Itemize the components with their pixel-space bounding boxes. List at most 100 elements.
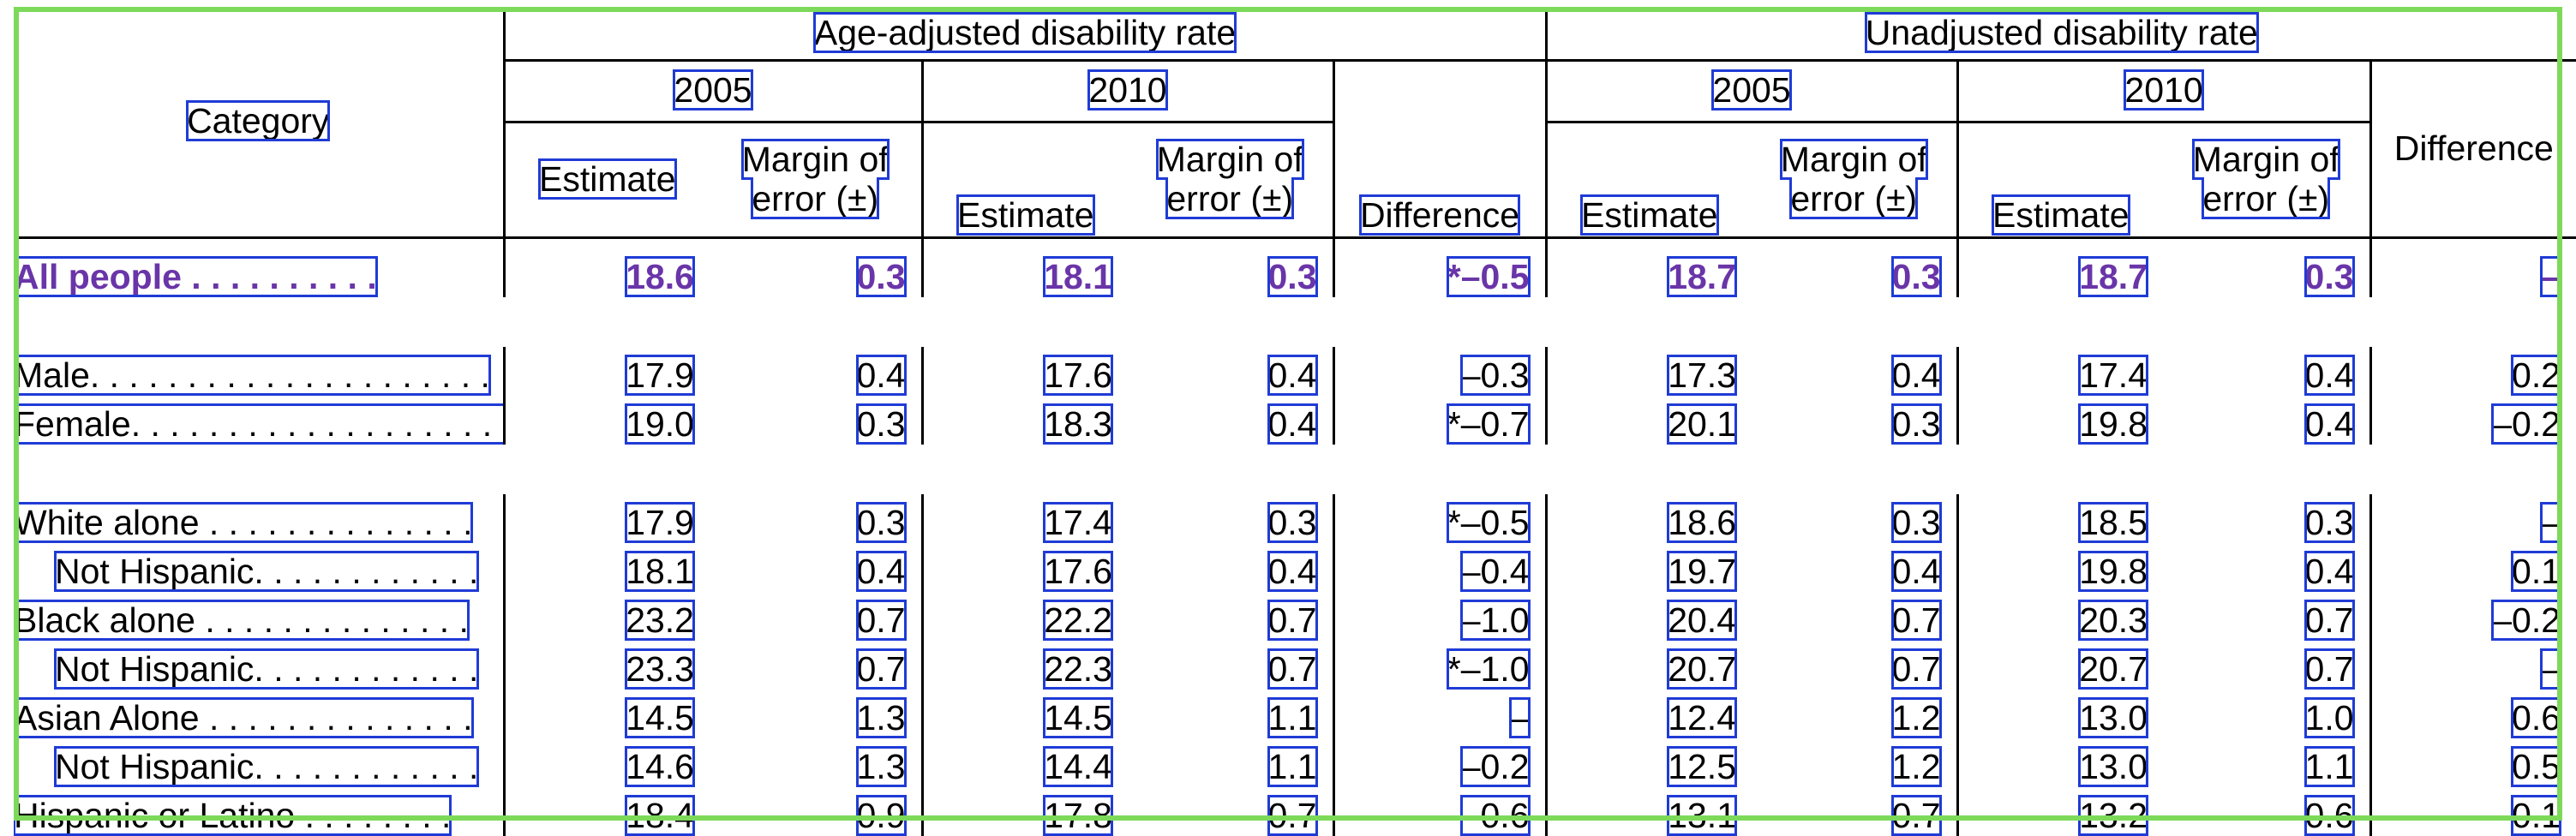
cell-value: 20.3 — [1956, 592, 2164, 641]
cell-value: 19.8 — [1956, 543, 2164, 592]
cell-value: 18.7 — [1956, 236, 2164, 297]
cell-value: 1.1 — [2303, 745, 2355, 787]
row-label: Not Hispanic. . . . . . . . . . . . — [53, 648, 480, 690]
cell-value: 17.6 — [920, 543, 1128, 592]
cell-value: 0.4 — [1267, 550, 1318, 592]
row-label: Not Hispanic. . . . . . . . . . . . — [53, 745, 480, 787]
estimate-header: Estimate — [1956, 122, 2164, 239]
cell-value: 23.2 — [502, 592, 710, 641]
cell-value: 23.3 — [502, 641, 710, 690]
cell-value: – — [2369, 494, 2576, 543]
cell-value: 0.4 — [1890, 354, 1942, 396]
cell-value: 0.7 — [1267, 648, 1318, 690]
row-label: Female. . . . . . . . . . . . . . . . . … — [14, 396, 504, 445]
cell-value: 12.4 — [1544, 690, 1752, 738]
cell-value: 17.9 — [502, 494, 710, 543]
cell-value: 13.2 — [1956, 787, 2164, 836]
cell-value: 19.7 — [1544, 543, 1752, 592]
cell-value: –0.4 — [1332, 543, 1547, 592]
cell-value: 14.5 — [920, 690, 1128, 738]
cell-value: 0.4 — [2303, 403, 2355, 445]
cell-value: –0.2 — [2369, 592, 2576, 641]
table-row: White alone . . . . . . . . . . . . . . 1… — [14, 494, 2576, 543]
table-row: Not Hispanic. . . . . . . . . . . . 18.1 0… — [14, 543, 2576, 592]
cell-value: 13.1 — [1544, 787, 1752, 836]
margin-header: Margin of error (±) — [710, 122, 922, 239]
cell-value: –0.6 — [1332, 787, 1547, 836]
row-label: Male. . . . . . . . . . . . . . . . . . … — [14, 354, 491, 396]
cell-value: 18.7 — [1544, 236, 1752, 297]
cell-value: 18.1 — [920, 236, 1128, 297]
table-row: Not Hispanic. . . . . . . . . . . . 14.6 1… — [14, 738, 2576, 787]
row-label: Hispanic or Latino . . . . . . . . — [14, 794, 452, 836]
cell-value: 0.7 — [1890, 648, 1942, 690]
estimate-header: Estimate — [920, 122, 1128, 239]
cell-value: *–0.5 — [1332, 494, 1547, 543]
unadjusted-header: Unadjusted disability rate — [1544, 7, 2576, 62]
cell-value: 0.7 — [1890, 794, 1942, 836]
cell-value: 0.4 — [1267, 354, 1318, 396]
year-2005-left: 2005 — [502, 60, 922, 123]
cell-value: 0.7 — [855, 648, 907, 690]
year-2010-left: 2010 — [920, 60, 1333, 123]
row-label: White alone . . . . . . . . . . . . . . — [14, 501, 474, 543]
cell-value: 20.1 — [1544, 396, 1752, 445]
cell-value: 17.4 — [1956, 347, 2164, 396]
cell-value: 14.4 — [920, 738, 1128, 787]
row-label: All people . . . . . . . . . . — [14, 236, 504, 297]
year-2005-right: 2005 — [1544, 60, 1958, 123]
cell-value: 0.4 — [1890, 550, 1942, 592]
cell-value: 18.1 — [502, 543, 710, 592]
cell-value: 0.3 — [855, 403, 907, 445]
cell-value: 0.7 — [2303, 599, 2355, 641]
cell-value: 0.7 — [1890, 599, 1942, 641]
margin-header: Margin of error (±) — [1128, 122, 1333, 239]
cell-value: 22.2 — [920, 592, 1128, 641]
margin-header: Margin of error (±) — [2163, 122, 2371, 239]
cell-value: *–0.5 — [1332, 236, 1547, 297]
cell-value: 19.0 — [502, 396, 710, 445]
cell-value: 20.7 — [1544, 641, 1752, 690]
cell-value: *–0.7 — [1332, 396, 1547, 445]
cell-value: 14.6 — [502, 738, 710, 787]
cell-value: 18.3 — [920, 396, 1128, 445]
cell-value: 0.2 — [2369, 347, 2576, 396]
cell-value: 0.6 — [2303, 794, 2355, 836]
cell-value: 0.7 — [855, 599, 907, 641]
cell-value: –0.2 — [1332, 738, 1547, 787]
table-row: All people . . . . . . . . . . 18.6 0.3 18.… — [14, 236, 2576, 297]
table-row: Black alone . . . . . . . . . . . . . . 2… — [14, 592, 2576, 641]
cell-value: 17.8 — [920, 787, 1128, 836]
cell-value: 1.1 — [1267, 696, 1318, 738]
cell-value: 17.3 — [1544, 347, 1752, 396]
cell-value: 0.3 — [710, 236, 922, 297]
cell-value: 0.4 — [2303, 354, 2355, 396]
cell-value: 1.1 — [1267, 745, 1318, 787]
cell-value: 18.6 — [1544, 494, 1752, 543]
disability-table: Category Age-adjusted disability rate Un… — [14, 7, 2576, 836]
cell-value: 0.3 — [1890, 403, 1942, 445]
cell-value: 1.3 — [855, 745, 907, 787]
age-adjusted-header: Age-adjusted disability rate — [502, 7, 1547, 62]
cell-value: 17.6 — [920, 347, 1128, 396]
cell-value: 0.6 — [2369, 690, 2576, 738]
cell-value: 0.3 — [2303, 501, 2355, 543]
cell-value: 12.5 — [1544, 738, 1752, 787]
margin-header: Margin of error (±) — [1752, 122, 1958, 239]
cell-value: 0.4 — [1267, 403, 1318, 445]
cell-value: 0.3 — [1267, 501, 1318, 543]
cell-value: 18.6 — [502, 236, 710, 297]
cell-value: 1.2 — [1890, 696, 1942, 738]
cell-value: 1.3 — [855, 696, 907, 738]
cell-value: 0.3 — [1890, 501, 1942, 543]
cell-value: 18.4 — [502, 787, 710, 836]
cell-value: 20.4 — [1544, 592, 1752, 641]
cell-value: 0.7 — [1267, 599, 1318, 641]
year-2010-right: 2010 — [1956, 60, 2371, 123]
cell-value: – — [2369, 641, 2576, 690]
cell-value: 0.7 — [2303, 648, 2355, 690]
row-label: Black alone . . . . . . . . . . . . . . — [14, 599, 470, 641]
cell-value: 17.9 — [502, 347, 710, 396]
category-header: Category — [14, 7, 504, 239]
cell-value: 14.5 — [502, 690, 710, 738]
